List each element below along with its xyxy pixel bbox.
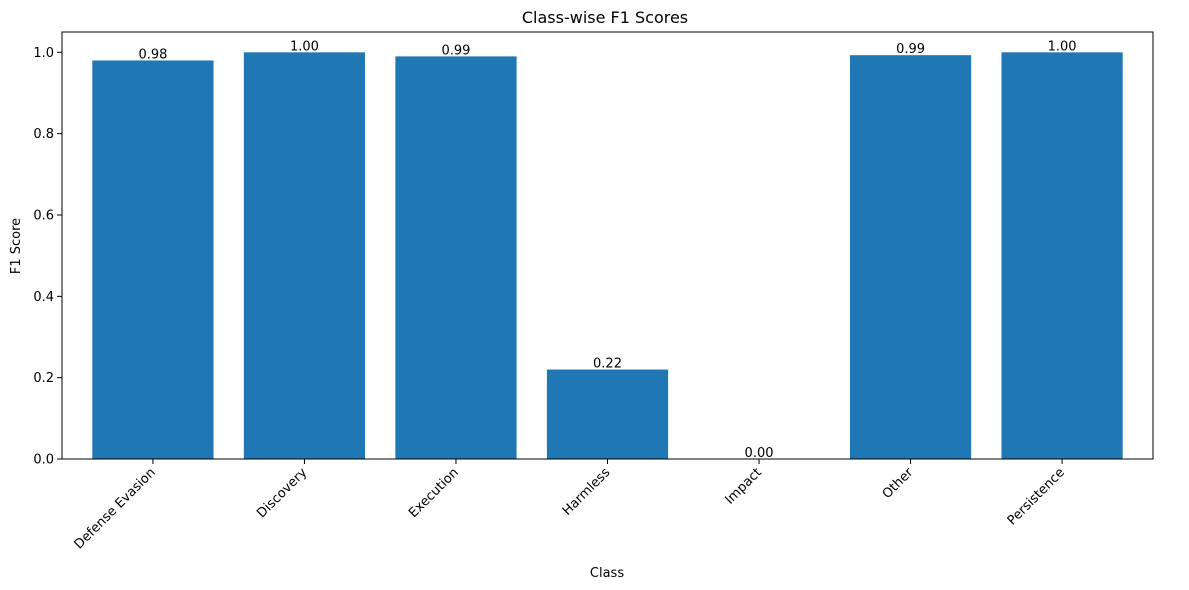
x-tick-label: Harmless (560, 465, 614, 519)
y-tick-label: 0.6 (33, 209, 54, 224)
bar-other (849, 55, 972, 460)
bar-execution (395, 56, 517, 460)
chart-title: Class-wise F1 Scores (522, 8, 688, 27)
y-tick-label: 0.0 (33, 453, 54, 468)
bar-harmless (546, 369, 669, 459)
data-label: 0.99 (896, 42, 925, 57)
bar-defense-evasion (92, 60, 214, 459)
data-label: 0.00 (745, 446, 774, 461)
bar-discovery (243, 52, 366, 459)
data-label: 0.22 (593, 357, 622, 372)
x-axis-label: Class (590, 566, 624, 581)
y-axis-label: F1 Score (9, 218, 24, 274)
x-tick-label: Discovery (254, 465, 310, 521)
y-tick-label: 0.8 (33, 127, 54, 142)
y-tick-label: 0.2 (33, 371, 54, 386)
bars-layer (92, 52, 1123, 460)
x-axis: Defense Evasion Discovery Execution Harmles… (72, 459, 1068, 552)
y-tick-label: 1.0 (33, 46, 54, 61)
data-label: 0.99 (441, 43, 470, 58)
x-tick-label: Persistence (1005, 465, 1068, 528)
x-tick-label: Execution (406, 465, 462, 521)
y-axis: 0.0 0.2 0.4 0.6 0.8 1.0 (33, 46, 62, 468)
data-labels-layer: 0.98 1.00 0.99 0.22 0.00 0.99 1.00 (138, 39, 1076, 461)
data-label: 1.00 (290, 39, 319, 54)
data-label: 1.00 (1048, 39, 1077, 54)
x-tick-label: Defense Evasion (72, 465, 159, 552)
bar-persistence (1001, 52, 1123, 459)
x-tick-label: Other (880, 465, 917, 502)
x-tick-label: Impact (722, 465, 764, 507)
y-tick-label: 0.4 (33, 290, 54, 305)
data-label: 0.98 (138, 47, 167, 62)
